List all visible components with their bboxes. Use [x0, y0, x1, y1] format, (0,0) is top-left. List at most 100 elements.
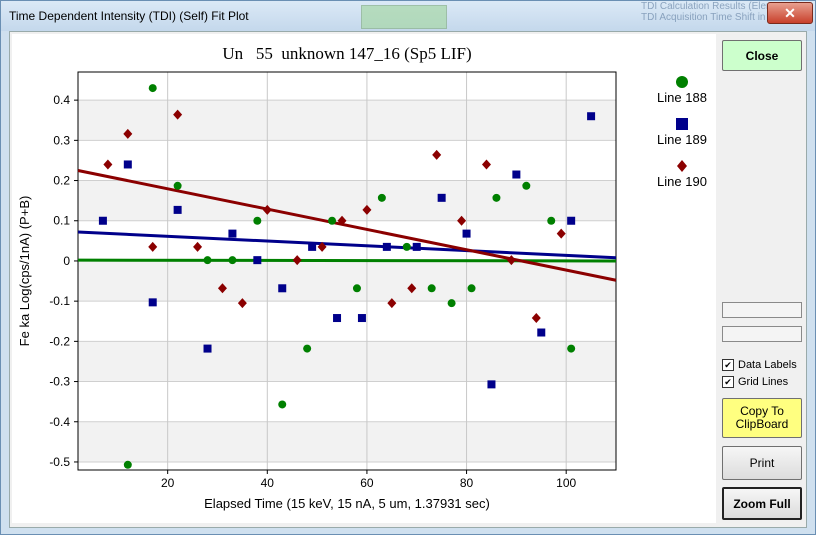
copy-to-clipboard-button[interactable]: Copy To ClipBoard: [722, 398, 802, 438]
background-window-text: TDI Calculation Results (Elemental) TDI …: [641, 1, 807, 23]
legend-marker-diamond: [677, 160, 687, 172]
data-point-square: [203, 344, 212, 353]
x-tick-label: 60: [360, 476, 374, 490]
title-bar[interactable]: Time Dependent Intensity (TDI) (Self) Fi…: [1, 1, 815, 31]
grid-band: [78, 260, 616, 302]
y-tick-label: 0.1: [53, 214, 70, 228]
data-point-circle: [447, 299, 456, 308]
y-axis-label: Fe ka Log(cps/1nA) (P+B): [17, 196, 32, 347]
y-tick-label: -0.3: [49, 375, 70, 389]
data-point-diamond: [556, 228, 566, 239]
window-title: Time Dependent Intensity (TDI) (Self) Fi…: [9, 9, 249, 23]
plot-frame: [77, 71, 617, 471]
data-point-diamond: [217, 283, 227, 294]
grid-lines-label: Grid Lines: [738, 376, 789, 388]
data-point-circle: [278, 400, 287, 409]
data-point-square: [333, 314, 342, 323]
data-point-diamond: [317, 241, 327, 252]
status-field-2: [722, 326, 802, 342]
y-tick-label: -0.2: [49, 334, 70, 348]
data-point-square: [487, 380, 496, 389]
data-point-square: [462, 229, 471, 238]
y-tick-label: 0.4: [53, 93, 70, 107]
close-button[interactable]: Close: [722, 40, 802, 71]
data-point-diamond: [237, 298, 247, 309]
y-tick-label: 0.2: [53, 174, 70, 188]
y-tick-label: -0.1: [49, 294, 70, 308]
data-labels-label: Data Labels: [738, 359, 797, 371]
y-tick-label: 0: [63, 254, 70, 268]
x-tick-label: 80: [460, 476, 474, 490]
y-tick-label: 0.3: [53, 133, 70, 147]
data-point-square: [98, 216, 107, 225]
data-labels-checkbox[interactable]: ✔ Data Labels: [722, 359, 797, 371]
data-point-circle: [427, 284, 436, 293]
data-point-diamond: [103, 159, 113, 170]
data-point-circle: [377, 193, 386, 202]
grid-lines-checkbox[interactable]: ✔ Grid Lines: [722, 376, 788, 388]
data-point-circle: [173, 181, 182, 190]
client-area: -0.5 -0.4 -0.3 -0.2 -0.1 0 0.1 0.2 0.3 0.4 20 40 60 8…: [9, 31, 807, 528]
x-axis-label: Elapsed Time (15 keV, 15 nA, 5 um, 1.379…: [204, 496, 490, 511]
data-point-diamond: [148, 241, 158, 252]
data-point-circle: [123, 460, 132, 469]
data-point-square: [123, 160, 132, 169]
grid-band: [78, 100, 616, 141]
fit-line-diamond: [77, 169, 617, 282]
fit-line-square: [77, 230, 617, 260]
data-point-diamond: [481, 159, 491, 170]
legend-label: Line 188: [657, 90, 707, 105]
data-point-square: [357, 314, 366, 323]
data-point-diamond: [173, 109, 183, 120]
y-tick-label: -0.4: [49, 415, 70, 429]
data-point-circle: [328, 216, 337, 225]
data-point-square: [512, 170, 521, 179]
print-button[interactable]: Print: [722, 446, 802, 480]
data-point-square: [228, 229, 237, 238]
data-point-circle: [467, 284, 476, 293]
data-point-circle: [352, 284, 361, 293]
data-point-circle: [303, 344, 312, 353]
legend-label: Line 190: [657, 174, 707, 189]
legend-label: Line 189: [657, 132, 707, 147]
checkbox-check-icon[interactable]: ✔: [722, 359, 734, 371]
data-point-diamond: [362, 204, 372, 215]
background-text-line: TDI Acquisition Time Shift in Seconds: [641, 12, 808, 23]
data-point-square: [567, 216, 576, 225]
status-field-1: [722, 302, 802, 318]
data-point-square: [148, 298, 157, 307]
data-point-circle: [253, 216, 262, 225]
data-point-square: [173, 205, 182, 214]
data-point-circle: [402, 242, 411, 251]
data-point-diamond: [531, 313, 541, 324]
background-ok-button: [361, 5, 447, 29]
legend-marker-square: [676, 118, 688, 130]
data-point-circle: [522, 181, 531, 190]
data-point-square: [412, 242, 421, 251]
data-point-diamond: [432, 149, 442, 160]
data-point-diamond: [407, 283, 417, 294]
x-tick-label: 20: [161, 476, 175, 490]
grid-band: [78, 421, 616, 462]
data-point-square: [587, 112, 596, 121]
x-tick-label: 40: [261, 476, 275, 490]
data-point-square: [253, 256, 262, 265]
data-point-circle: [203, 256, 212, 265]
window-close-button[interactable]: ✕: [767, 2, 813, 24]
data-point-diamond: [193, 241, 203, 252]
grid-band: [78, 341, 616, 382]
background-text-line: TDI Calculation Results (Elemental): [641, 1, 800, 12]
data-point-circle: [492, 193, 501, 202]
data-point-diamond: [123, 128, 133, 139]
data-point-diamond: [262, 204, 272, 215]
x-tick-label: 100: [556, 476, 576, 490]
data-point-circle: [547, 216, 556, 225]
data-point-diamond: [337, 215, 347, 226]
checkbox-check-icon[interactable]: ✔: [722, 376, 734, 388]
data-point-square: [308, 242, 317, 251]
data-point-square: [437, 193, 446, 202]
data-point-diamond: [457, 215, 467, 226]
zoom-full-button[interactable]: Zoom Full: [722, 487, 802, 520]
data-point-square: [382, 242, 391, 251]
